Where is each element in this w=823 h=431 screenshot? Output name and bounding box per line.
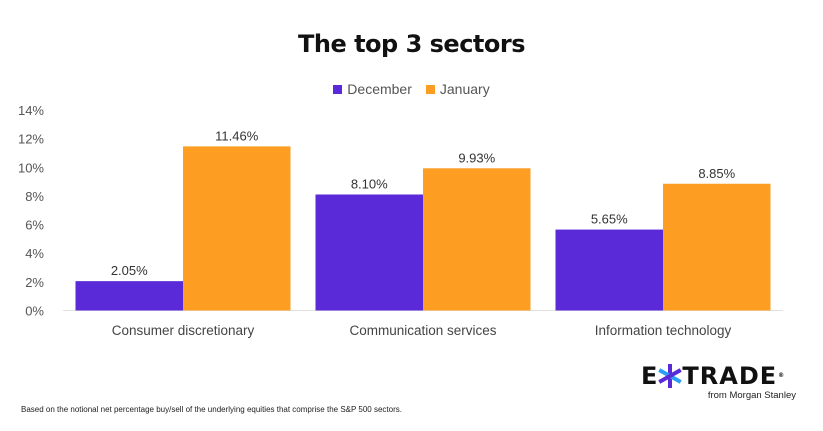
y-tick-label: 10% [18,160,44,175]
bar-december [75,281,183,311]
logo-text-trade: TRADE [682,362,778,390]
legend-label-december: December [347,81,412,97]
etrade-logo: E TRADE ® from Morgan Stanley [641,364,806,401]
y-tick-label: 12% [18,132,44,147]
data-label: 2.05% [111,263,148,278]
y-tick-label: 8% [25,189,44,204]
logo-registered: ® [778,372,786,379]
bar-january [663,183,771,311]
data-label: 9.93% [458,150,495,165]
x-tick-label: Consumer discretionary [112,323,255,338]
legend-label-january: January [439,81,490,97]
bar-january [183,146,291,311]
data-label: 8.85% [698,166,735,181]
chart-title: The top 3 sectors [297,30,526,58]
logo-letter-e: E [641,362,659,390]
y-tick-label: 4% [25,246,44,261]
logo-subtitle: from Morgan Stanley [707,390,796,401]
bar-january [423,168,531,311]
legend-swatch-december [333,84,343,94]
bar-chart: 0% 2% 4% 6% 8% 10% 12% 14% 2.05% 11.46% Consumer d… [18,103,783,338]
y-tick-label: 2% [25,275,44,290]
x-tick-label: Communication services [349,323,496,338]
data-label: 8.10% [351,176,388,191]
logo-star-icon [658,364,683,388]
x-tick-label: Information technology [595,323,732,338]
data-label: 5.65% [591,212,628,227]
y-tick-label: 14% [18,103,44,118]
bar-december [315,194,423,311]
y-tick-label: 6% [25,218,44,233]
legend-swatch-january [425,84,435,94]
data-label: 11.46% [215,128,259,143]
y-tick-label: 0% [25,304,44,319]
footnote: Based on the notional net percentage buy… [21,405,402,414]
legend-item-january: January [425,81,490,97]
legend-item-december: December [333,81,412,97]
legend: December January [0,81,823,97]
bar-december [555,229,663,311]
